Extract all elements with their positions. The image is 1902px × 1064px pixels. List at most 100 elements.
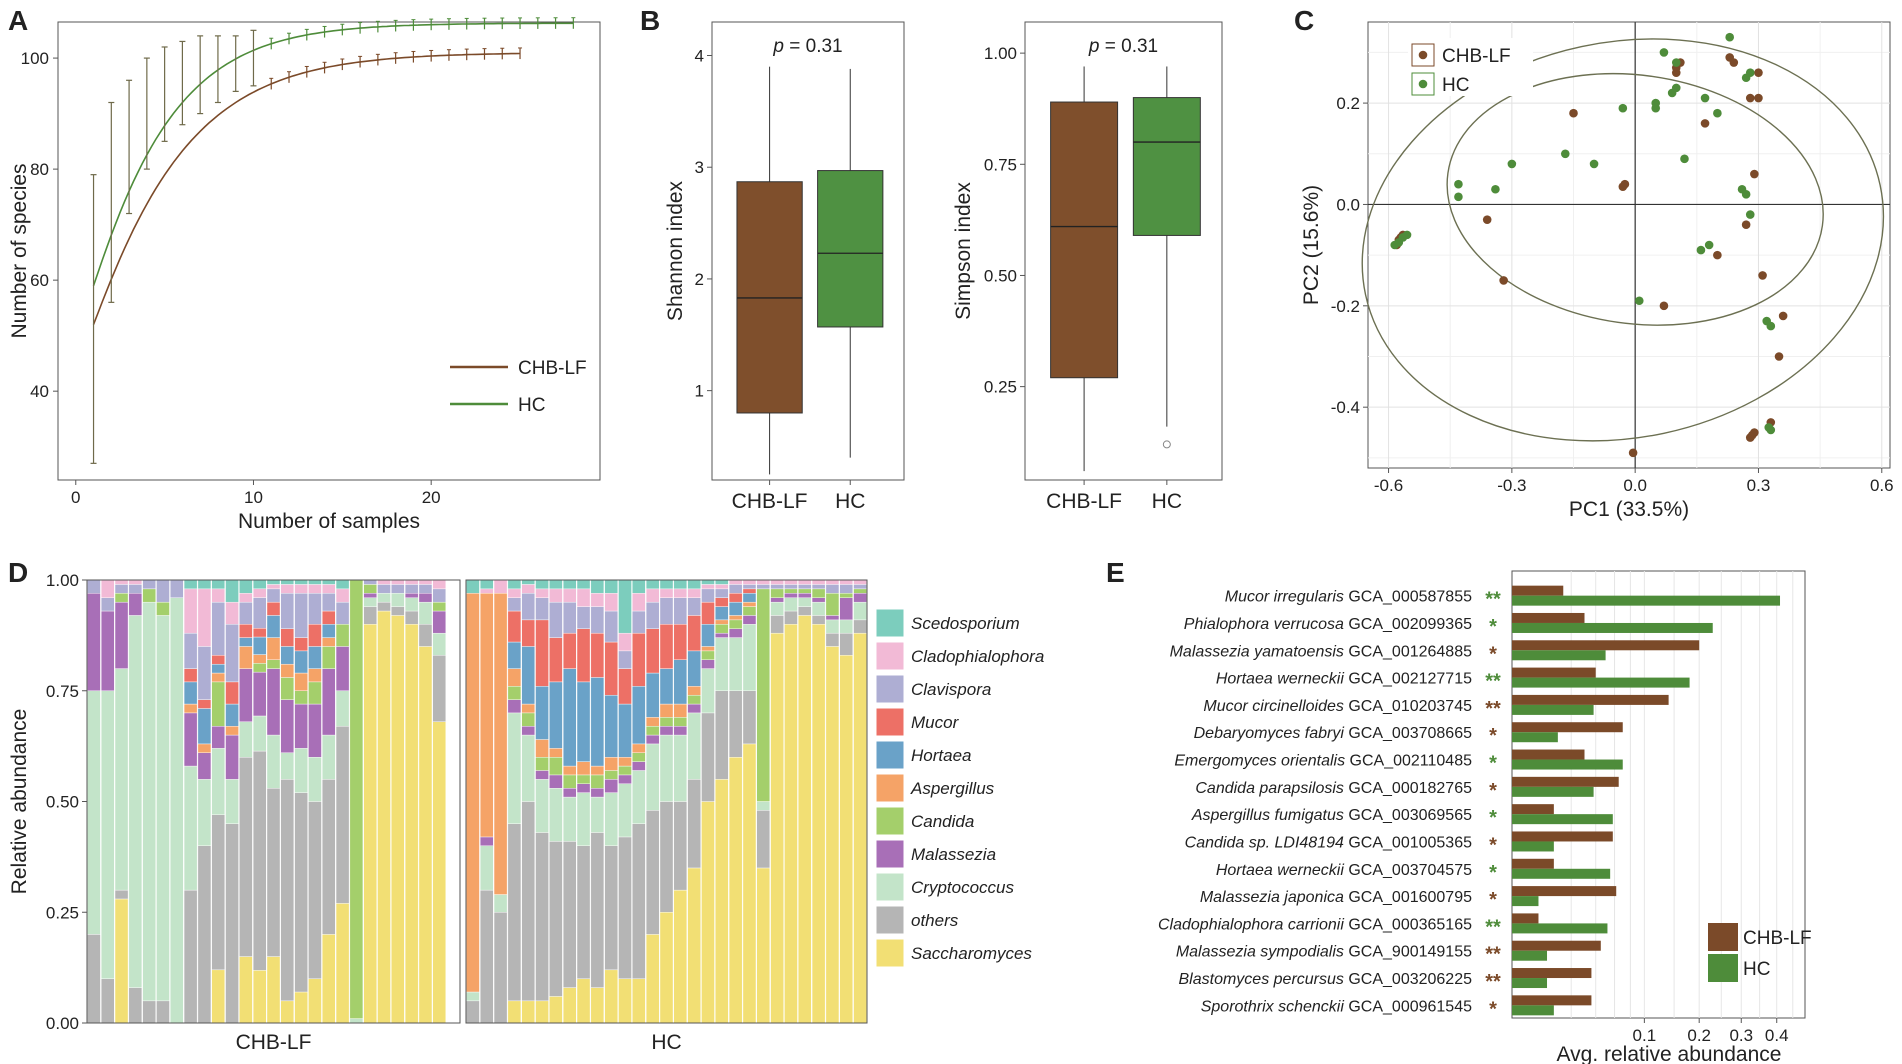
abundance-segment-others <box>322 779 336 935</box>
abundance-segment-others <box>742 690 757 745</box>
abundance-segment-others <box>770 615 784 634</box>
abundance-segment-mucor <box>239 624 253 638</box>
abundance-segment-malassezia <box>211 725 225 749</box>
abundance-segment-clavispora <box>418 584 433 594</box>
bar-hc <box>1512 732 1558 743</box>
legend-swatch-1 <box>1708 954 1738 982</box>
abundance-segment-others <box>618 836 632 979</box>
abundance-segment-cladophialophora <box>197 588 212 647</box>
species-accession: GCA_003704575 <box>1348 862 1472 879</box>
abundance-segment-scedosporium <box>211 579 225 590</box>
panel-label-c: C <box>1294 5 1314 36</box>
species-genus: Debaryomyces fabryi <box>1194 725 1345 742</box>
abundance-segment-cryptococcus <box>308 757 322 802</box>
abundance-segment-mucor <box>590 632 605 678</box>
abundance-segment-saccharomyces <box>604 969 618 1024</box>
bar-chb-lf <box>1512 776 1619 787</box>
x-tick-label: 0.4 <box>1765 1026 1789 1045</box>
x-tick-label: 0.2 <box>1687 1026 1711 1045</box>
abundance-segment-candida <box>784 588 798 594</box>
abundance-segment-aspergillus <box>507 668 522 687</box>
abundance-segment-clavispora <box>114 584 129 594</box>
sample-point <box>1741 190 1751 199</box>
abundance-segment-hortaea <box>266 615 281 638</box>
abundance-segment-hortaea <box>645 672 660 718</box>
significance-marker: * <box>1489 889 1497 911</box>
abundance-segment-cryptococcus <box>322 734 336 780</box>
abundance-segment-malassezia <box>659 725 674 736</box>
abundance-segment-others <box>825 632 840 647</box>
abundance-segment-malassezia <box>322 668 336 736</box>
abundance-segment-candida <box>562 774 577 789</box>
abundance-segment-aspergillus <box>322 637 336 647</box>
abundance-segment-scedosporium <box>632 579 646 594</box>
abundance-segment-others <box>211 814 225 971</box>
abundance-segment-candida <box>659 717 674 727</box>
sample-point <box>1696 245 1706 255</box>
legend-label: HC <box>518 395 545 416</box>
significance-marker: * <box>1489 725 1497 747</box>
species-genus: Hortaea werneckii <box>1216 671 1345 688</box>
species-accession: GCA_003069565 <box>1348 807 1472 824</box>
species-accession: GCA_000961545 <box>1348 998 1472 1015</box>
legend-swatch-cryptococcus <box>875 872 905 902</box>
abundance-segment-others <box>632 823 646 979</box>
legend-label-cryptococcus: Cryptococcus <box>911 878 1014 897</box>
abundance-segment-malassezia <box>101 610 115 691</box>
abundance-segment-clavispora <box>784 584 798 590</box>
abundance-segment-mucor <box>535 619 549 687</box>
bar-hc <box>1512 841 1554 852</box>
abundance-segment-hortaea <box>521 646 535 705</box>
abundance-segment-others <box>294 792 308 993</box>
sample-point <box>1659 301 1669 311</box>
bar-chb-lf <box>1512 612 1585 623</box>
abundance-segment-saccharomyces <box>211 969 225 1024</box>
abundance-segment-malassezia <box>114 601 129 669</box>
bar-hc <box>1512 786 1594 797</box>
sample-point <box>1750 428 1759 437</box>
sample-point <box>1482 215 1492 224</box>
legend-label: HC <box>1442 75 1469 96</box>
abundance-segment-others <box>576 845 591 979</box>
abundance-segment-candida <box>142 588 156 603</box>
abundance-segment-scedosporium <box>590 579 605 594</box>
abundance-segment-saccharomyces <box>839 655 853 1024</box>
abundance-segment-malassezia <box>742 615 757 625</box>
significance-marker: ** <box>1485 698 1501 720</box>
abundance-segment-others <box>156 1000 170 1024</box>
bar-hc <box>1512 814 1613 825</box>
y-tick-label: 3 <box>695 158 704 177</box>
abundance-segment-malassezia <box>715 632 729 638</box>
species-label: Malassezia japonica GCA_001600795 <box>1200 889 1472 906</box>
sample-point <box>1454 192 1463 202</box>
bar-chb-lf <box>1512 886 1617 897</box>
legend-label-others: others <box>911 911 959 930</box>
bar-chb-lf <box>1512 940 1601 951</box>
abundance-segment-saccharomyces <box>742 743 757 1024</box>
abundance-segment-clavispora <box>170 579 184 598</box>
abundance-segment-scedosporium <box>239 579 253 594</box>
abundance-segment-aspergillus <box>673 703 688 718</box>
abundance-segment-clavispora <box>294 593 308 638</box>
abundance-segment-cryptococcus <box>521 734 535 802</box>
sample-point <box>1750 169 1759 179</box>
abundance-segment-saccharomyces <box>576 978 591 1024</box>
abundance-segment-clavispora <box>308 593 322 625</box>
abundance-segment-others <box>197 845 212 1024</box>
abundance-segment-cryptococcus <box>590 796 605 833</box>
abundance-segment-saccharomyces <box>294 991 308 1024</box>
species-accession: GCA_001005365 <box>1348 834 1472 851</box>
abundance-segment-cladophialophora <box>480 588 494 594</box>
x-axis-label: Number of samples <box>238 510 420 533</box>
abundance-segment-saccharomyces <box>811 624 826 1024</box>
abundance-segment-clavispora <box>363 579 377 585</box>
significance-marker: * <box>1489 834 1497 856</box>
sample-point <box>1745 210 1755 219</box>
species-label: Hortaea werneckii GCA_002127715 <box>1216 671 1472 688</box>
abundance-segment-aspergillus <box>252 654 267 664</box>
sample-point <box>1713 250 1722 260</box>
abundance-segment-cryptococcus <box>507 712 522 824</box>
abundance-segment-hortaea <box>294 650 308 674</box>
abundance-segment-malassezia <box>687 703 701 714</box>
